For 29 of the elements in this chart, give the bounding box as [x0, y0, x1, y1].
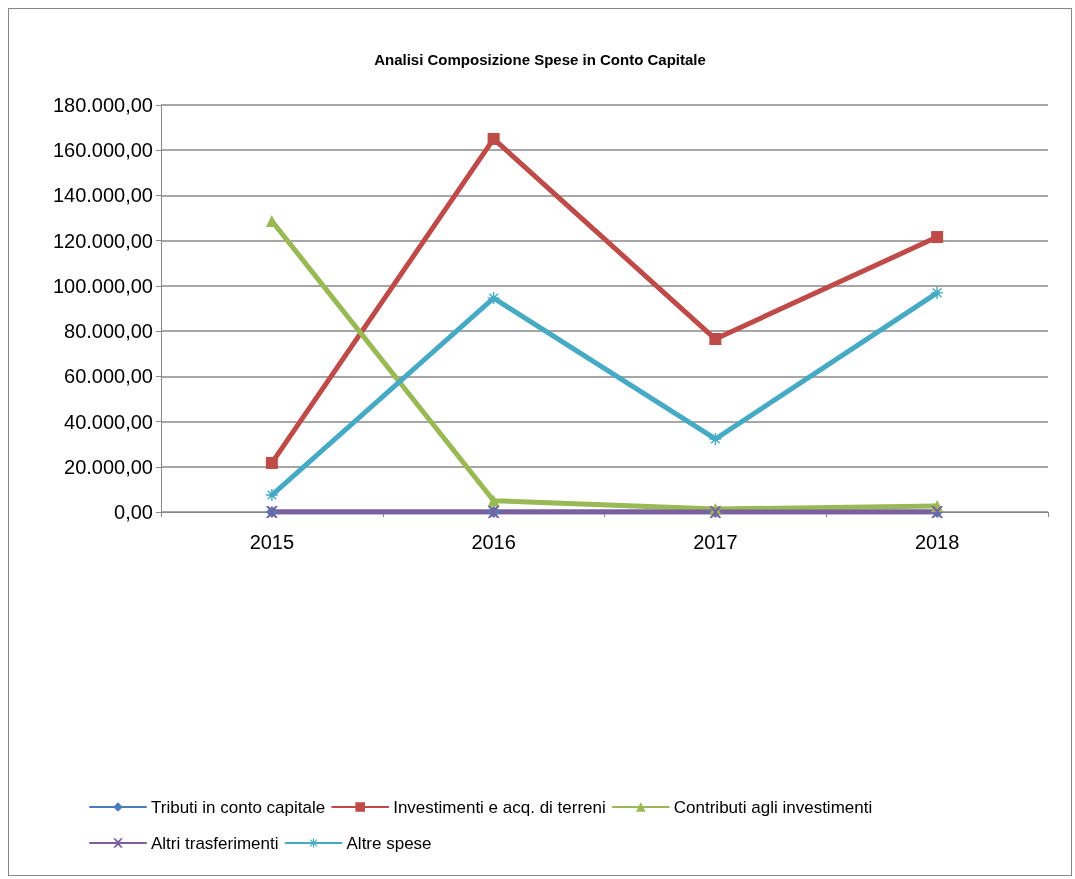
y-tick-label: 160.000,00 [52, 139, 153, 162]
x-tick-label: 2017 [693, 531, 738, 553]
point [709, 333, 722, 346]
legend-label: Tributi in conto capitale [151, 797, 326, 817]
x-tick-label: 2018 [914, 531, 960, 553]
point [487, 292, 500, 305]
point [265, 456, 278, 469]
point [487, 132, 500, 145]
x-tick-label: 2015 [249, 531, 295, 553]
chart-title: Analisi Composizione Spese in Conto Capitale [374, 51, 706, 68]
point [265, 489, 278, 502]
legend-label: Contributi agli investimenti [673, 797, 873, 817]
legend-label: Investimenti e acq. di terreni [393, 797, 606, 817]
y-tick-label: 0,00 [114, 501, 153, 523]
point [709, 432, 722, 445]
legend-label: Altre spese [346, 833, 432, 853]
y-tick-label: 80.000,00 [64, 320, 153, 343]
y-tick-label: 180.000,00 [52, 94, 153, 116]
x-tick-label: 2016 [471, 531, 516, 553]
legend-label: Altri trasferimenti [151, 833, 279, 853]
y-tick-label: 20.000,00 [64, 455, 153, 478]
point [931, 231, 944, 244]
y-tick-label: 40.000,00 [64, 410, 153, 433]
y-tick-label: 60.000,00 [64, 365, 153, 388]
y-tick-label: 120.000,00 [52, 229, 153, 252]
y-tick-label: 140.000,00 [52, 184, 153, 207]
point [487, 494, 500, 507]
point [931, 286, 944, 299]
y-tick-label: 100.000,00 [52, 274, 153, 297]
